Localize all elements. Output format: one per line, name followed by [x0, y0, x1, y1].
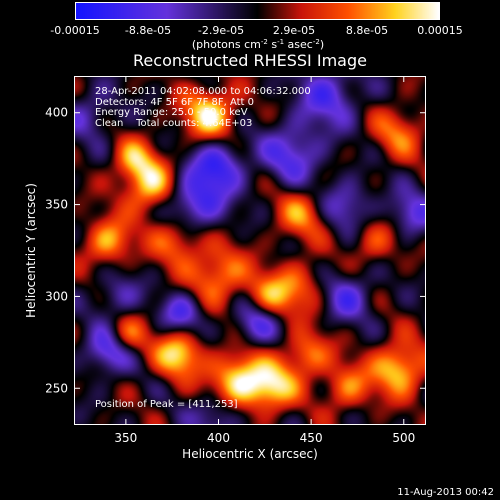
colorbar-tick-label: 2.9e-05	[272, 24, 316, 37]
colorbar-tick-label: 8.8e-05	[345, 24, 389, 37]
x-tick-label: 400	[207, 431, 230, 445]
x-axis-label: Heliocentric X (arcsec)	[182, 447, 318, 461]
colorbar-tick-label: 0.00015	[417, 24, 463, 37]
y-tick-label: 250	[45, 381, 68, 395]
colorbar-tick-label: -2.9e-05	[197, 24, 245, 37]
colorbar-unit-label: (photons cm-2 s-1 asec-2)	[191, 38, 325, 51]
y-tick-label: 400	[45, 106, 68, 120]
chart-title: Reconstructed RHESSI Image	[133, 51, 367, 70]
total-counts-label: Total counts: 4.64E+03	[136, 117, 253, 129]
time-range-label: 28-Apr-2011 04:02:08.000 to 04:06:32.000	[95, 86, 311, 97]
y-tick-label: 350	[45, 198, 68, 212]
x-tick-label: 450	[300, 431, 323, 445]
footer-date: 11-Aug-2013 00:42	[397, 487, 494, 498]
detectors-label: Detectors: 4F 5F 6F 7F 8F, Att 0	[95, 96, 255, 108]
heatmap-image	[75, 77, 425, 424]
energy-range-label: Energy Range: 25.0 - 50.0 keV	[95, 107, 248, 118]
clean-counts-row: Clean Total counts: 4.64E+03	[95, 117, 311, 130]
colorbar	[75, 2, 440, 22]
colorbar-gradient	[75, 2, 440, 20]
x-tick-label: 350	[114, 431, 137, 445]
peak-position-label: Position of Peak = [411,253]	[95, 399, 238, 410]
x-tick-label: 500	[392, 431, 415, 445]
colorbar-tick-label: -0.00015	[50, 24, 100, 37]
y-axis-label: Heliocentric Y (arcsec)	[24, 183, 38, 318]
clean-label: Clean	[95, 117, 124, 129]
y-tick-label: 300	[45, 289, 68, 303]
annotation-block: 28-Apr-2011 04:02:08.000 to 04:06:32.000…	[95, 86, 311, 130]
plot-area: 28-Apr-2011 04:02:08.000 to 04:06:32.000…	[74, 76, 426, 425]
colorbar-tick-label: -8.8e-05	[124, 24, 172, 37]
